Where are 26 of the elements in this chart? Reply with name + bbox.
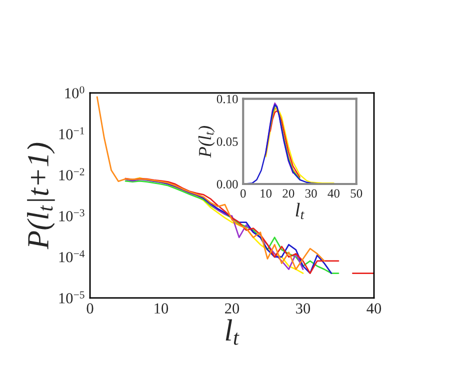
x-tick-label: 0 <box>86 303 94 314</box>
x-tick-label: 40 <box>366 303 382 314</box>
y-tick-label: 0.05 <box>216 137 238 146</box>
line-series <box>265 102 294 174</box>
y-axis-title: P(l$_{t}$) <box>198 126 215 158</box>
x-axis-title: l$_{t}$ <box>296 202 304 220</box>
y-tick-label: 10$^{0}$ <box>65 86 84 98</box>
x-tick-label: 20 <box>282 189 294 198</box>
x-tick-label: 40 <box>328 189 340 198</box>
y-tick-label: 10$^{−2}$ <box>59 168 84 180</box>
y-tick-label: 10$^{−1}$ <box>59 127 84 140</box>
line-series <box>96 96 325 270</box>
x-tick-label: 10 <box>260 189 272 198</box>
y-tick-label: 0.00 <box>216 180 238 189</box>
x-tick-label: 20 <box>225 303 240 314</box>
y-tick-label: 10$^{−4}$ <box>59 250 85 262</box>
x-axis-title: l$_{t}$ <box>226 319 240 345</box>
y-tick-label: 0.10 <box>216 94 238 104</box>
x-tick-label: 50 <box>350 189 362 198</box>
x-tick-label: 30 <box>305 189 317 198</box>
y-tick-label: 10$^{−3}$ <box>59 209 84 222</box>
x-tick-label: 30 <box>296 303 310 314</box>
y-tick-label: 10$^{−5}$ <box>59 291 84 304</box>
x-tick-label: 0 <box>240 189 246 198</box>
x-tick-label: 10 <box>154 303 168 314</box>
y-axis-title: P(l$_{t}$|t+1) <box>27 142 55 250</box>
